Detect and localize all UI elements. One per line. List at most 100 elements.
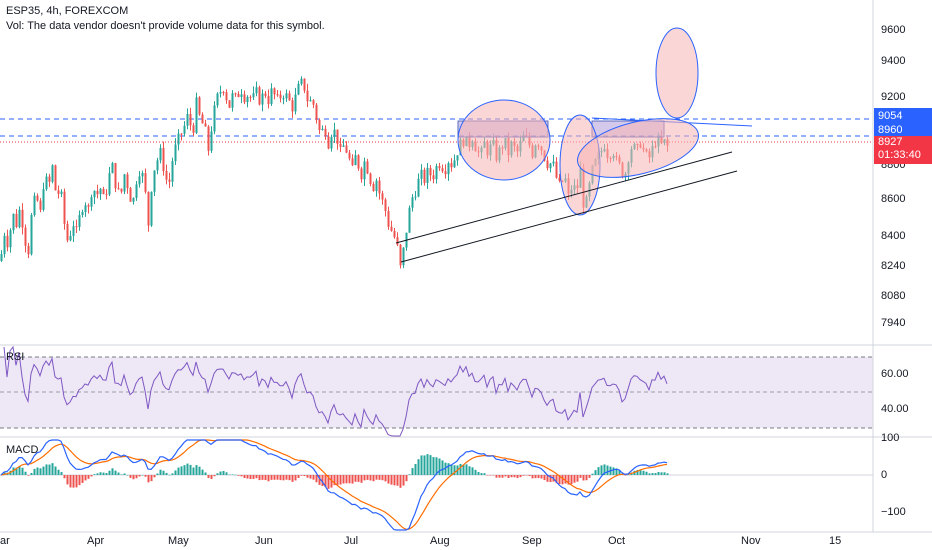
macd-histogram-bar [531, 475, 534, 479]
candle-body [414, 196, 417, 198]
highlight-ellipse-target[interactable] [655, 27, 699, 119]
candle-body [129, 188, 132, 202]
macd-label[interactable]: MACD [6, 444, 39, 456]
candle-body [141, 173, 144, 177]
macd-histogram-bar [213, 475, 216, 477]
macd-histogram-bar [477, 471, 480, 475]
rsi-label[interactable]: RSI [6, 351, 25, 363]
macd-histogram-bar [639, 470, 642, 475]
candle-body [231, 93, 234, 108]
macd-signal-line[interactable] [0, 439, 668, 530]
candle-body [150, 191, 153, 226]
candle-body [117, 188, 120, 190]
highlight-ellipse-oct[interactable] [572, 108, 705, 188]
macd-line[interactable] [0, 439, 668, 531]
last-price-tag[interactable]: 8927 01:33:40 [874, 136, 932, 164]
candle-body [75, 226, 78, 228]
candle-body [291, 100, 294, 112]
macd-histogram-bar [216, 473, 219, 475]
macd-histogram-bar [66, 475, 69, 485]
candle-body [381, 193, 384, 200]
price-tick: 8400 [881, 230, 906, 242]
macd-histogram-bar [63, 475, 66, 479]
candle-body [555, 161, 558, 178]
macd-histogram-bar [510, 475, 513, 478]
macd-histogram-bar [378, 475, 381, 480]
candle-body [357, 155, 360, 169]
macd-histogram-bar [471, 467, 474, 475]
macd-histogram-bar [177, 467, 180, 475]
candle-body [558, 177, 561, 181]
drawing-tools[interactable] [395, 27, 753, 263]
macd-histogram-bar [582, 475, 585, 481]
macd-histogram-bar [360, 475, 363, 483]
macd-tick: −100 [881, 506, 906, 518]
macd-histogram-bar [270, 475, 273, 480]
macd-histogram-bar [159, 469, 162, 475]
macd-histogram-bar [183, 465, 186, 475]
candle-body [15, 213, 18, 228]
macd-histogram-bar [339, 475, 342, 485]
macd-histogram-bar [222, 470, 225, 475]
macd-histogram-bar [519, 475, 522, 478]
macd-histogram-bar [189, 464, 192, 475]
macd-histogram-bar [105, 473, 108, 475]
candle-body [162, 147, 165, 171]
candle-body [348, 152, 351, 159]
macd-histogram-bar [564, 475, 567, 484]
candle-body [195, 97, 198, 133]
candle-body [183, 125, 186, 134]
candle-body [108, 173, 111, 195]
highlight-ellipse-aug[interactable] [457, 99, 551, 181]
level-tag-upper[interactable]: 9054 [874, 108, 932, 124]
candle-body [222, 92, 225, 94]
candle-body [3, 235, 6, 255]
macd-histogram-bar [126, 474, 129, 476]
price-tick: 7940 [881, 317, 906, 329]
macd-histogram-bar [168, 474, 171, 476]
macd-histogram-bar [405, 475, 408, 482]
macd-histogram-bar [306, 475, 309, 478]
rsi-line[interactable] [3, 345, 668, 437]
macd-histogram-bar [15, 467, 18, 475]
macd-histogram-bar [141, 474, 144, 476]
candle-body [309, 100, 312, 102]
level-tag-lower[interactable]: 8960 [874, 122, 932, 138]
macd-histogram-bar [108, 470, 111, 475]
price-tick: 9200 [881, 91, 906, 103]
macd-histogram-bar [606, 465, 609, 475]
macd-histogram-bar [393, 475, 396, 486]
macd-histogram-bar [96, 473, 99, 475]
trendline-upper[interactable] [395, 151, 733, 244]
macd-histogram-bar [255, 475, 258, 479]
candle-body [393, 230, 396, 238]
macd-histogram-bar [324, 475, 327, 488]
candle-body [171, 161, 174, 182]
macd-histogram-bar [162, 470, 165, 475]
symbol-legend[interactable]: ESP35, 4h, FOREXCOM [6, 5, 129, 17]
trendline-lower[interactable] [400, 170, 738, 263]
macd-histogram-bar [540, 475, 543, 479]
macd-histogram-bar [432, 457, 435, 475]
macd-histogram-bar [81, 475, 84, 483]
macd-histogram-bar [72, 475, 75, 488]
macd-histogram-bar [387, 475, 390, 484]
candle-body [249, 96, 252, 98]
price-tick: 8240 [881, 260, 906, 272]
macd-histogram-bar [282, 475, 285, 481]
macd-histogram-bar [384, 475, 387, 482]
candle-body [180, 133, 183, 135]
time-label: Jun [255, 535, 273, 547]
candle-body [69, 235, 72, 241]
macd-histogram-bar [312, 475, 315, 480]
macd-histogram-bar [153, 475, 156, 478]
candle-body [354, 155, 357, 166]
candle-body [105, 194, 108, 196]
candle-body [198, 97, 201, 115]
candle-body [297, 83, 300, 95]
macd-histogram-bar [291, 475, 294, 482]
candle-body [30, 215, 33, 255]
price-tick: 9400 [881, 55, 906, 67]
macd-histogram-bar [480, 473, 483, 475]
